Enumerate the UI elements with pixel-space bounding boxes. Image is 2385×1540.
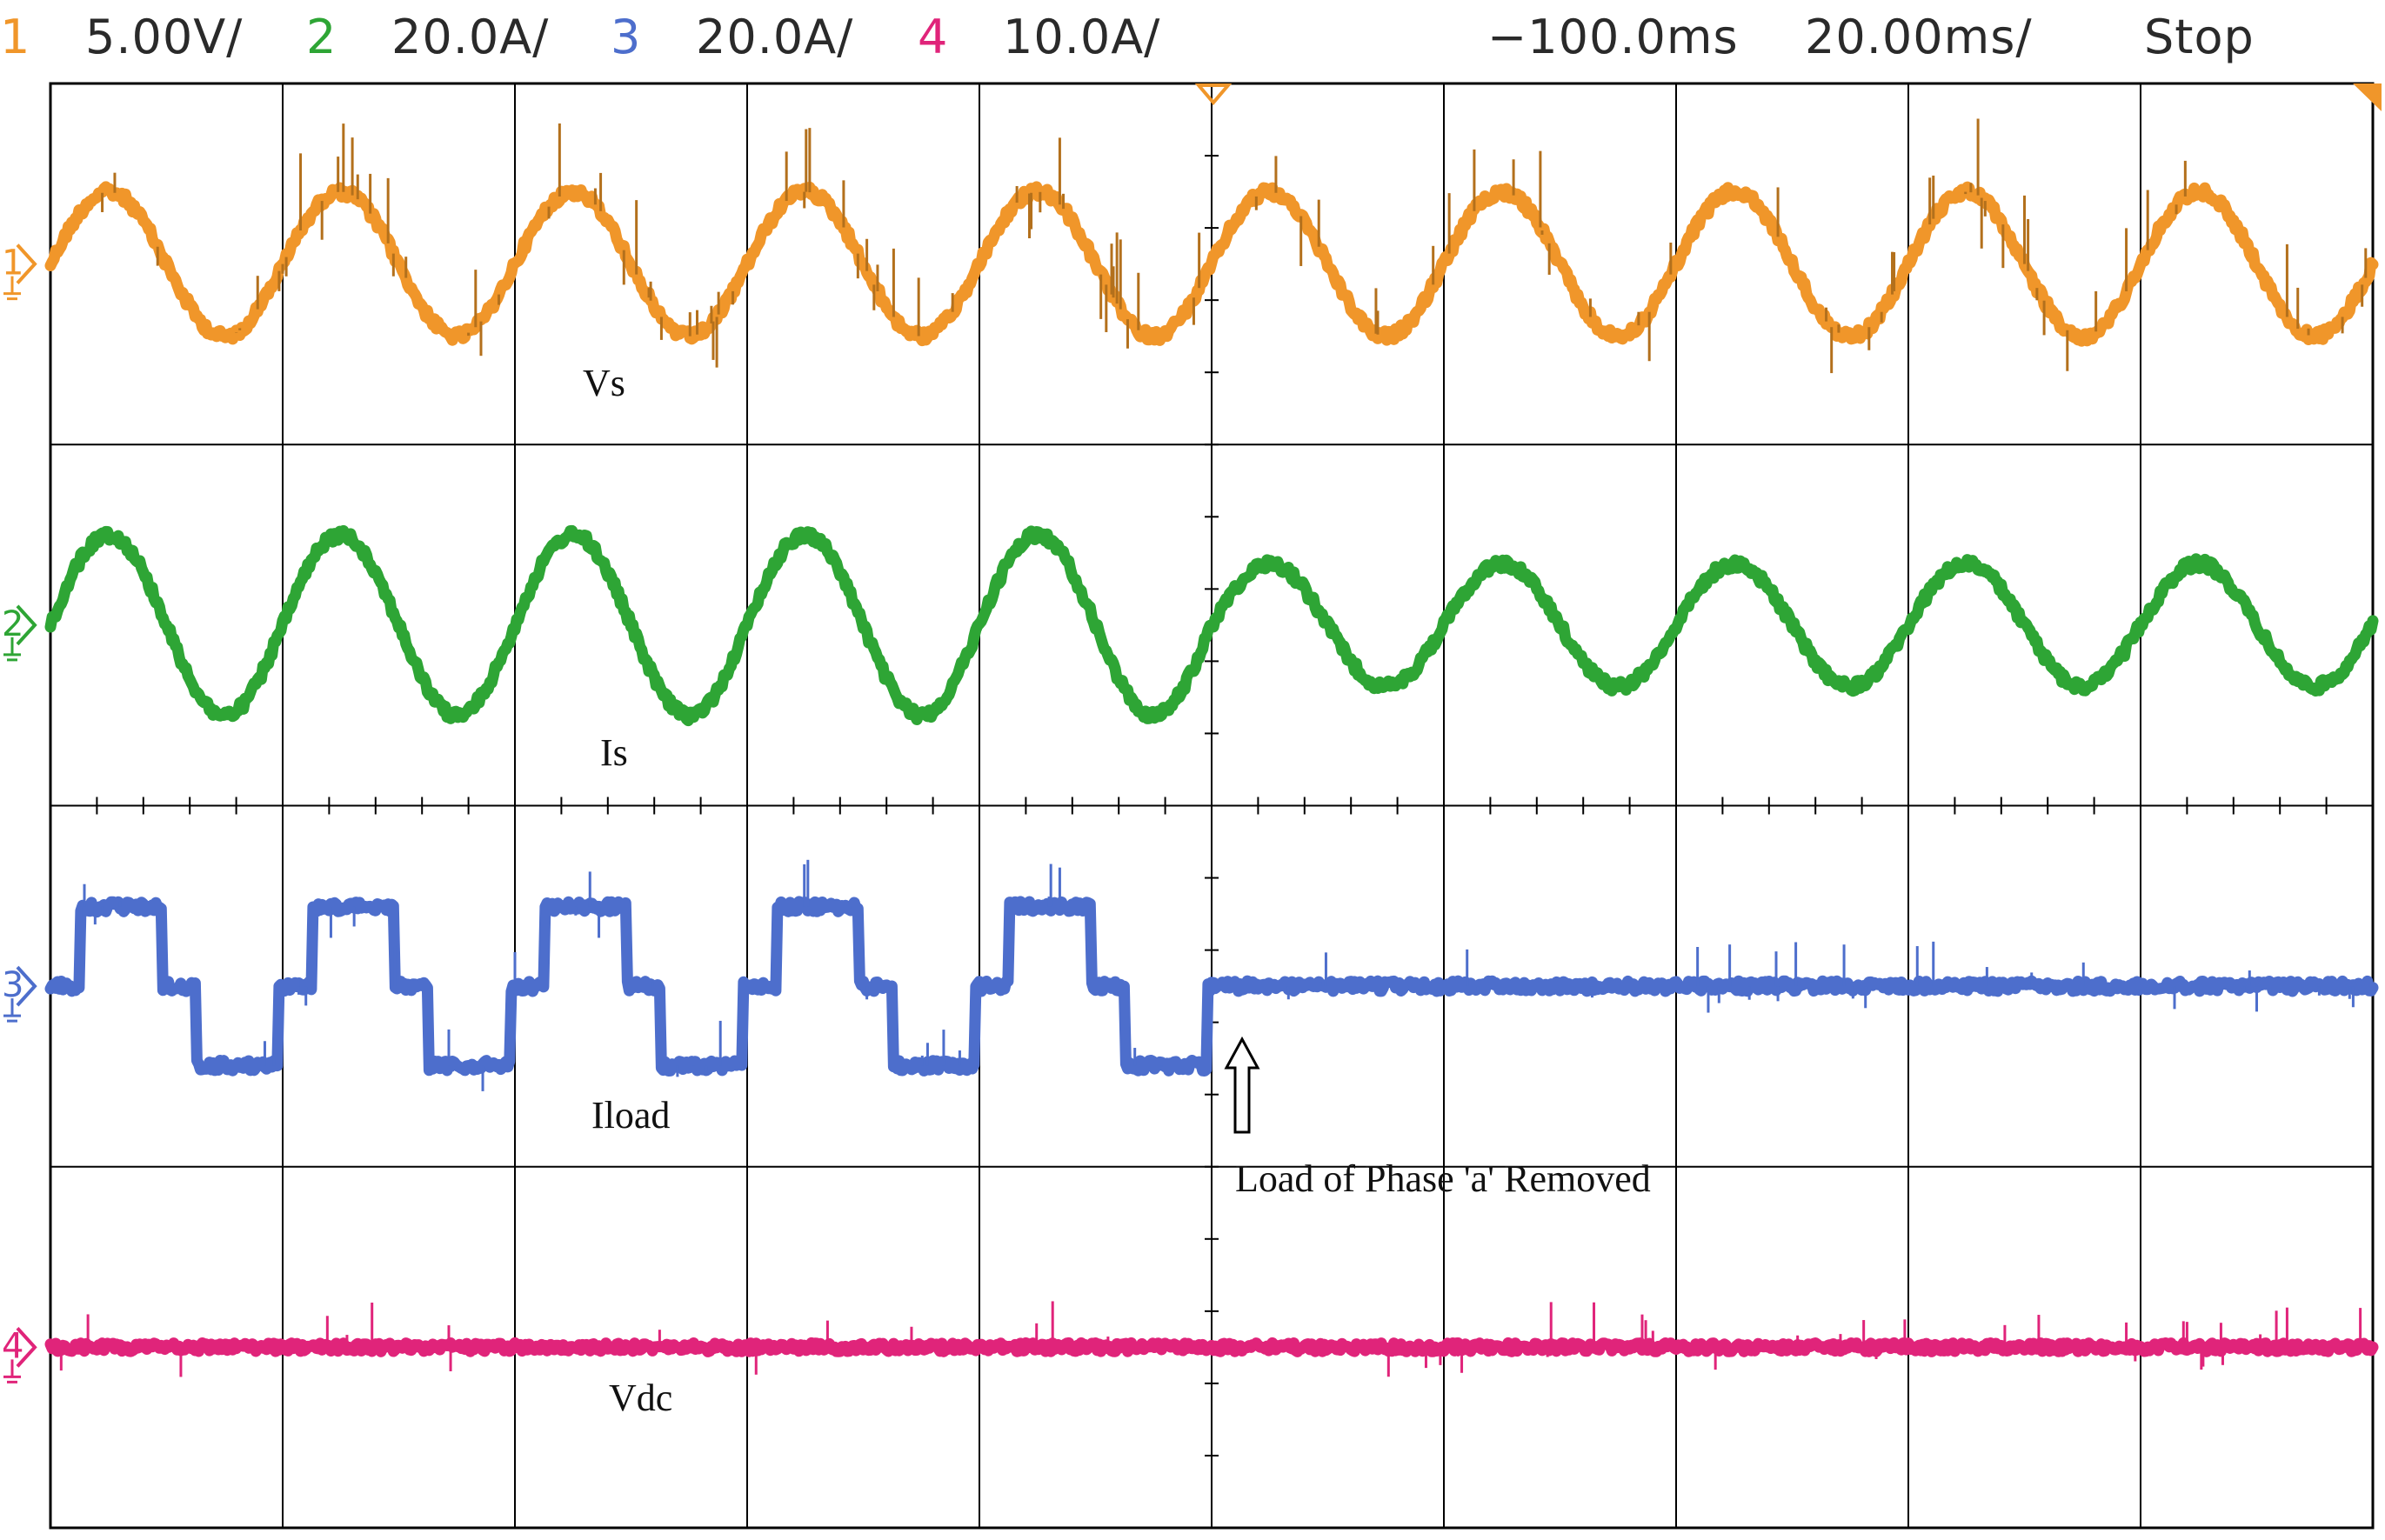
traces: 1 2 3 4 xyxy=(2,118,2379,1383)
channel-marker-arrow xyxy=(16,965,37,1007)
channel-2-ground-marker: 2 xyxy=(2,604,37,662)
spikes-iload xyxy=(79,859,2355,1091)
corner-marker xyxy=(2353,83,2382,111)
channel-1-number: 1 xyxy=(0,10,30,64)
channel-2-number: 2 xyxy=(306,10,337,64)
channel-3-number: 3 xyxy=(611,10,641,64)
trace-label-iload: Iload xyxy=(591,1094,670,1137)
run-state: Stop xyxy=(2144,10,2255,64)
channel-4-ground-marker: 4 xyxy=(2,1326,37,1383)
channel-1-scale: 5.00V/ xyxy=(85,10,244,64)
spikes-vs xyxy=(101,118,2368,374)
channel-3-scale: 20.0A/ xyxy=(696,10,854,64)
trace-vdc xyxy=(44,1337,2379,1357)
channel-4-scale: 10.0A/ xyxy=(1003,10,1161,64)
event-arrow-icon xyxy=(1224,1036,1260,1134)
scope-header: 1 5.00V/ 2 20.0A/ 3 20.0A/ 4 10.0A/ −100… xyxy=(0,0,2385,78)
trace-label-vdc: Vdc xyxy=(609,1377,672,1419)
trace-label-is: Is xyxy=(600,731,628,774)
timebase-readout: 20.00ms/ xyxy=(1805,10,2033,64)
labels: Vs Is Iload Vdc Load of Phase 'a' Removed xyxy=(583,362,1651,1419)
channel-2-scale: 20.0A/ xyxy=(391,10,550,64)
event-label: Load of Phase 'a' Removed xyxy=(1235,1157,1651,1200)
delay-readout: −100.0ms xyxy=(1487,10,1739,64)
graticule xyxy=(49,82,2375,1530)
channel-marker-arrow xyxy=(16,604,37,646)
trace-vs xyxy=(44,181,2379,347)
channel-4-number: 4 xyxy=(918,10,948,64)
spikes-vdc xyxy=(59,1301,2362,1377)
trigger-position-marker xyxy=(1194,83,1233,106)
channel-marker-arrow xyxy=(16,1327,37,1368)
channel-marker-arrow xyxy=(16,243,37,284)
trace-is xyxy=(44,524,2379,727)
trace-label-vs: Vs xyxy=(583,362,625,404)
markers xyxy=(1194,83,2382,111)
channel-1-ground-marker: 1 xyxy=(2,243,37,301)
channel-3-ground-marker: 3 xyxy=(2,965,37,1023)
